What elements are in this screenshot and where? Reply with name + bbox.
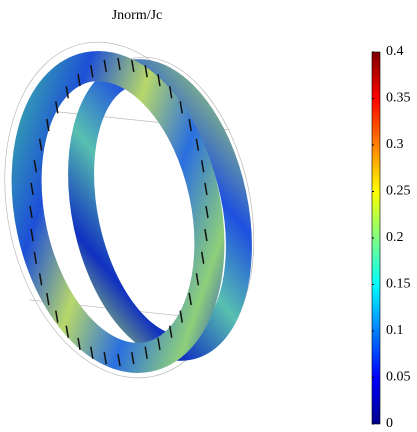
- current-arrow: [30, 182, 34, 195]
- current-arrow: [168, 325, 173, 338]
- current-arrow: [179, 101, 183, 114]
- current-arrow: [204, 182, 208, 195]
- current-arrow: [157, 74, 161, 87]
- ring: [11, 51, 252, 373]
- current-arrow: [188, 118, 192, 132]
- current-arrow: [33, 251, 38, 264]
- current-arrow: [117, 353, 121, 367]
- current-arrow: [46, 292, 50, 306]
- current-arrow: [103, 352, 107, 365]
- current-arrow: [38, 273, 43, 286]
- current-arrow: [38, 138, 43, 151]
- current-arrow: [168, 86, 173, 99]
- colorbar-tick-label: 0.4: [386, 44, 404, 59]
- current-arrow: [77, 337, 81, 350]
- current-arrow: [200, 160, 205, 173]
- current-arrow: [117, 57, 121, 71]
- current-arrow: [131, 352, 135, 365]
- current-arrow: [90, 346, 94, 359]
- current-arrow: [30, 229, 34, 242]
- current-arrow: [33, 160, 38, 173]
- current-arrow: [205, 205, 209, 219]
- current-arrow: [65, 325, 70, 338]
- current-arrow: [65, 86, 70, 99]
- current-arrow: [90, 65, 94, 78]
- colorbar-tick-label: 0.2: [386, 230, 404, 245]
- colorbar-tick-label: 0.25: [386, 184, 411, 199]
- current-arrow: [46, 118, 50, 132]
- current-arrow: [55, 101, 59, 114]
- current-arrow: [188, 292, 192, 306]
- current-arrow: [200, 251, 205, 264]
- current-arrow: [195, 273, 200, 286]
- current-arrow: [77, 74, 81, 87]
- colorbar: 0 0.05 0.1 0.15 0.2 0.25 0.3 0.35 0.4: [371, 44, 411, 431]
- colorbar-tick-label: 0.1: [386, 323, 404, 338]
- current-arrow: [29, 205, 33, 219]
- current-arrow: [103, 59, 107, 72]
- colorbar-tick-label: 0.05: [386, 370, 411, 385]
- current-arrow: [195, 138, 200, 151]
- chart-title: Jnorm/Jc: [112, 8, 163, 23]
- colorbar-tick-label: 0.35: [386, 91, 411, 106]
- colorbar-tick-label: 0.3: [386, 137, 404, 152]
- current-arrow: [179, 310, 183, 323]
- current-arrow: [144, 65, 148, 78]
- colorbar-tick-label: 0: [386, 416, 393, 431]
- current-arrow: [55, 310, 59, 323]
- current-arrow: [144, 346, 148, 359]
- current-arrow: [157, 337, 161, 350]
- current-arrow: [204, 229, 208, 242]
- colorbar-tick-label: 0.15: [386, 277, 411, 292]
- current-arrow: [131, 59, 135, 72]
